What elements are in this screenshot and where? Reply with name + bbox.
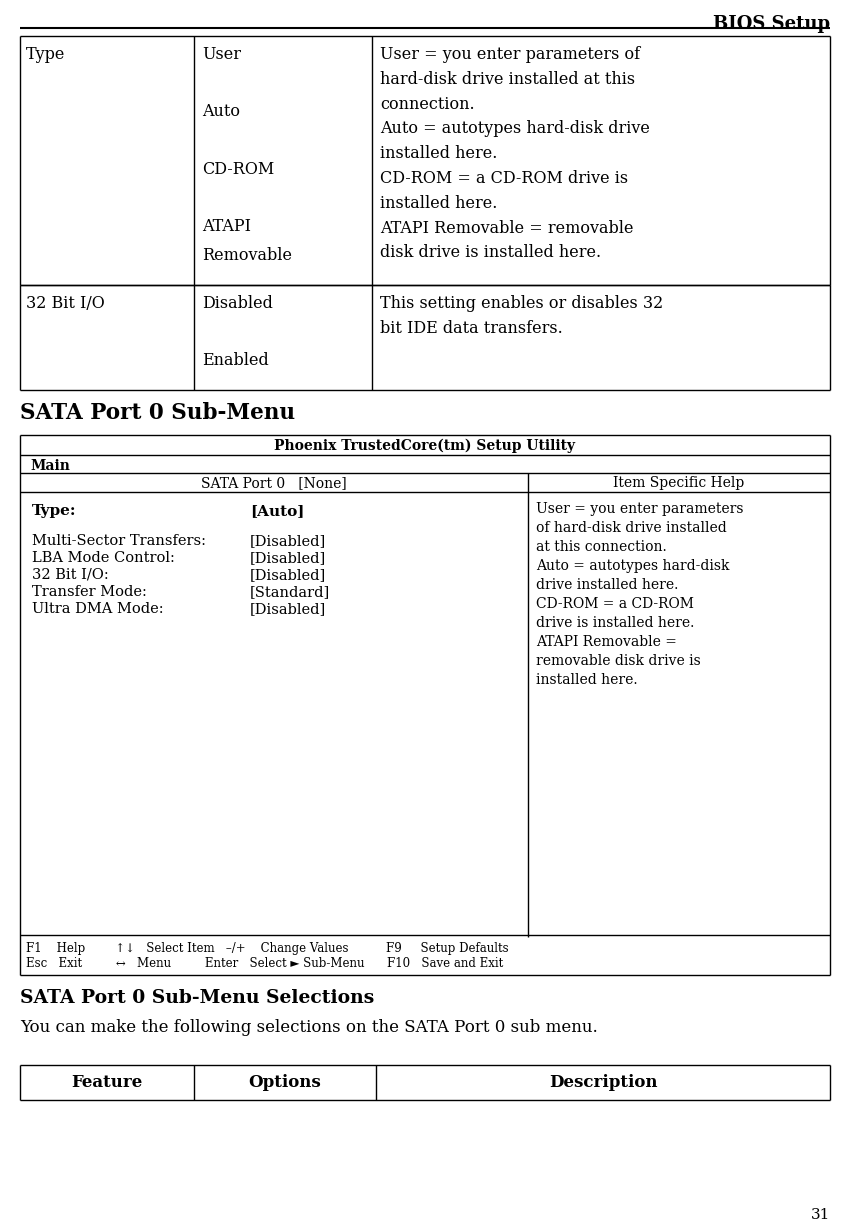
Text: [Standard]: [Standard] xyxy=(250,585,330,599)
Text: Options: Options xyxy=(249,1074,321,1091)
Text: Phoenix TrustedCore(tm) Setup Utility: Phoenix TrustedCore(tm) Setup Utility xyxy=(274,439,576,453)
Text: [Auto]: [Auto] xyxy=(250,503,304,518)
Text: SATA Port 0   [None]: SATA Port 0 [None] xyxy=(201,475,347,490)
Text: You can make the following selections on the SATA Port 0 sub menu.: You can make the following selections on… xyxy=(20,1019,598,1036)
Text: User = you enter parameters of
hard-disk drive installed at this
connection.
Aut: User = you enter parameters of hard-disk… xyxy=(380,46,650,261)
Text: BIOS Setup: BIOS Setup xyxy=(713,15,830,33)
Text: Transfer Mode:: Transfer Mode: xyxy=(32,585,147,599)
Text: Type: Type xyxy=(26,46,65,63)
Text: [Disabled]: [Disabled] xyxy=(250,602,326,616)
Text: [Disabled]: [Disabled] xyxy=(250,568,326,581)
Text: [Disabled]: [Disabled] xyxy=(250,534,326,549)
Text: Multi-Sector Transfers:: Multi-Sector Transfers: xyxy=(32,534,206,549)
Text: Esc   Exit         ↔   Menu         Enter   Select ► Sub-Menu      F10   Save an: Esc Exit ↔ Menu Enter Select ► Sub-Menu … xyxy=(26,957,503,970)
Text: Type:: Type: xyxy=(32,503,76,518)
Text: Item Specific Help: Item Specific Help xyxy=(613,475,745,490)
Text: Ultra DMA Mode:: Ultra DMA Mode: xyxy=(32,602,163,616)
Text: 31: 31 xyxy=(811,1208,830,1219)
Text: Disabled

Enabled: Disabled Enabled xyxy=(202,295,273,369)
Text: LBA Mode Control:: LBA Mode Control: xyxy=(32,551,174,564)
Text: F1    Help        ↑↓   Select Item   –/+    Change Values          F9     Setup : F1 Help ↑↓ Select Item –/+ Change Values… xyxy=(26,942,509,954)
Text: 32 Bit I/O: 32 Bit I/O xyxy=(26,295,105,312)
Text: 32 Bit I/O:: 32 Bit I/O: xyxy=(32,568,108,581)
Text: [Disabled]: [Disabled] xyxy=(250,551,326,564)
Text: Main: Main xyxy=(30,460,69,473)
Text: User = you enter parameters
of hard-disk drive installed
at this connection.
Aut: User = you enter parameters of hard-disk… xyxy=(536,502,744,686)
Text: SATA Port 0 Sub-Menu Selections: SATA Port 0 Sub-Menu Selections xyxy=(20,989,374,1007)
Text: This setting enables or disables 32
bit IDE data transfers.: This setting enables or disables 32 bit … xyxy=(380,295,663,336)
Text: SATA Port 0 Sub-Menu: SATA Port 0 Sub-Menu xyxy=(20,402,295,424)
Text: Feature: Feature xyxy=(71,1074,142,1091)
Text: User

Auto

CD-ROM

ATAPI
Removable: User Auto CD-ROM ATAPI Removable xyxy=(202,46,292,263)
Text: Description: Description xyxy=(549,1074,657,1091)
